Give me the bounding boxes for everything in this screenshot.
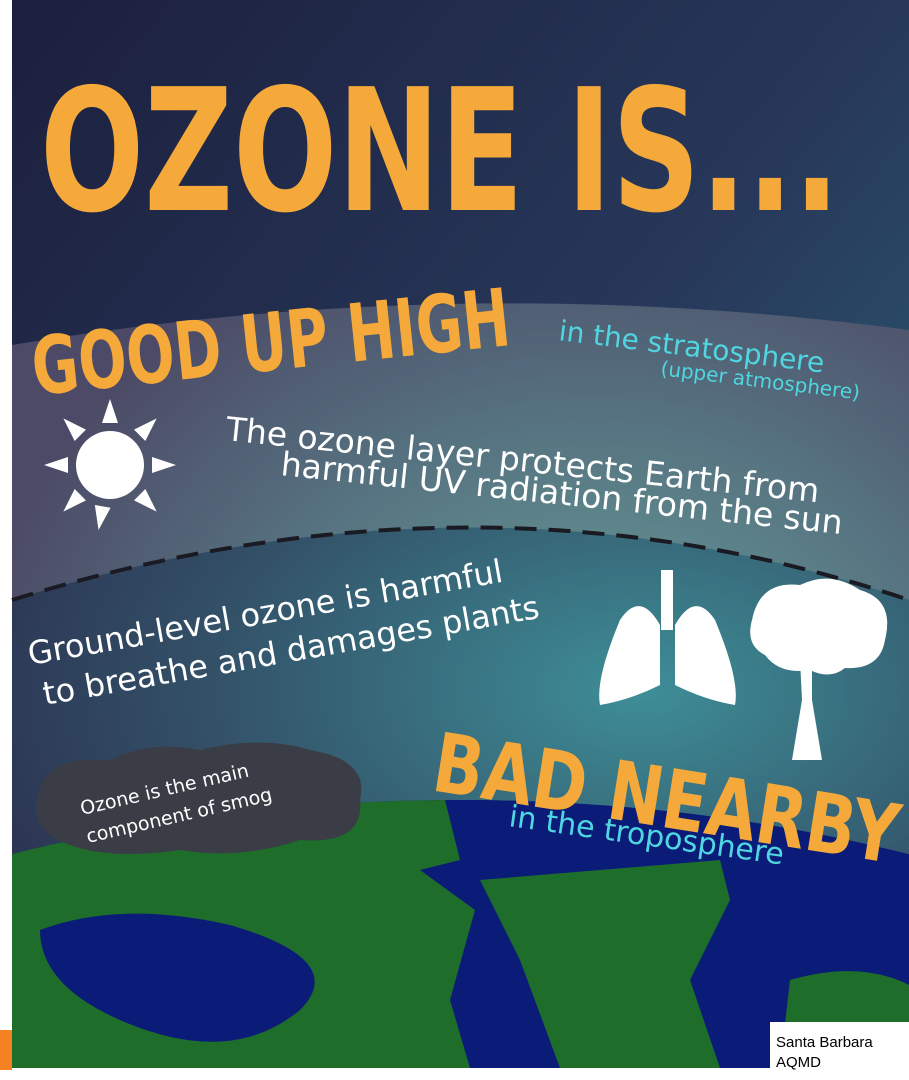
credit: Santa Barbara — [776, 1034, 873, 1051]
page: {"title": "OZONE IS...", "good": {"headi… — [0, 0, 909, 1080]
credit: AQMD — [776, 1054, 821, 1071]
title: OZONE IS... — [40, 53, 840, 251]
poster: OZONE IS... GOOD UP HIGH in the stratosp… — [0, 0, 909, 1080]
credit-box — [770, 1022, 909, 1080]
accent-tab — [0, 1030, 12, 1070]
